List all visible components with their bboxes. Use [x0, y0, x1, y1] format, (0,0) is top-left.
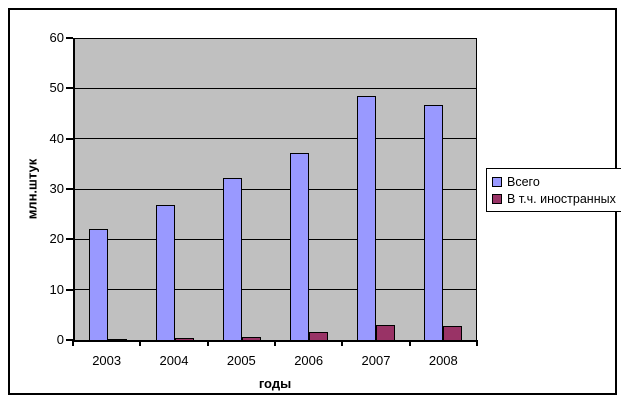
- gridline: [75, 288, 476, 290]
- bar: [423, 104, 443, 340]
- legend: Всего В т.ч. иностранных: [486, 168, 621, 212]
- y-axis-tick: [66, 288, 73, 291]
- bar: [289, 152, 309, 340]
- y-axis-tick: [66, 87, 73, 90]
- x-axis-tick: [72, 340, 74, 346]
- x-tick-label: 2007: [361, 353, 391, 368]
- bar: [89, 228, 109, 340]
- x-tick-label: 2006: [294, 353, 324, 368]
- legend-item: Всего: [492, 173, 616, 190]
- category-group-2004: [142, 39, 209, 340]
- x-tick-label: 2003: [92, 353, 122, 368]
- x-axis-tick: [341, 340, 344, 346]
- y-tick-label: 0: [56, 332, 64, 347]
- chart-frame: млн.штук годы 2003 2004 2005 2006 2007 2008 В…: [8, 8, 621, 395]
- bar: [175, 338, 195, 340]
- x-axis-labels: 2003 2004 2005 2006 2007 2008: [73, 353, 477, 368]
- legend-item: В т.ч. иностранных: [492, 190, 616, 207]
- bars-layer: [75, 39, 476, 340]
- y-tick-label: 30: [49, 181, 64, 196]
- x-tick-label: 2008: [428, 353, 458, 368]
- bar: [308, 332, 328, 340]
- y-axis-tick: [66, 188, 73, 190]
- bar: [442, 326, 462, 340]
- y-axis-tick: [66, 137, 73, 140]
- bar: [356, 95, 376, 340]
- bar: [156, 204, 176, 340]
- bar: [242, 336, 262, 340]
- y-axis-tick: [66, 37, 73, 39]
- y-axis-tick: [66, 339, 73, 341]
- legend-swatch-icon: [492, 176, 502, 187]
- gridline: [75, 88, 476, 90]
- legend-label: В т.ч. иностранных: [507, 191, 616, 206]
- legend-swatch-icon: [492, 193, 502, 204]
- y-tick-label: 50: [49, 80, 64, 96]
- bar: [108, 339, 128, 340]
- y-tick-label: 20: [49, 231, 64, 247]
- y-tick-label: 40: [49, 130, 64, 146]
- bar: [375, 325, 395, 340]
- x-axis-tick: [408, 340, 411, 346]
- bar: [223, 177, 243, 340]
- category-group-2006: [275, 39, 342, 340]
- legend-label: Всего: [507, 174, 540, 189]
- gridline: [75, 188, 476, 190]
- x-tick-label: 2005: [226, 353, 256, 368]
- y-tick-label: 60: [49, 30, 64, 45]
- category-group-2008: [409, 39, 476, 340]
- x-axis-tick: [139, 340, 142, 346]
- x-axis-tick: [274, 340, 276, 346]
- x-axis-title: годы: [258, 376, 292, 391]
- gridline: [75, 138, 476, 140]
- gridline: [75, 238, 476, 240]
- y-axis-tick: [66, 238, 73, 241]
- category-group-2005: [209, 39, 276, 340]
- x-tick-label: 2004: [159, 353, 189, 368]
- x-axis-tick: [206, 340, 209, 346]
- category-group-2007: [342, 39, 409, 340]
- plot-area: [73, 38, 477, 342]
- y-tick-label: 10: [49, 281, 64, 297]
- x-axis-tick: [476, 340, 478, 346]
- category-group-2003: [75, 39, 142, 340]
